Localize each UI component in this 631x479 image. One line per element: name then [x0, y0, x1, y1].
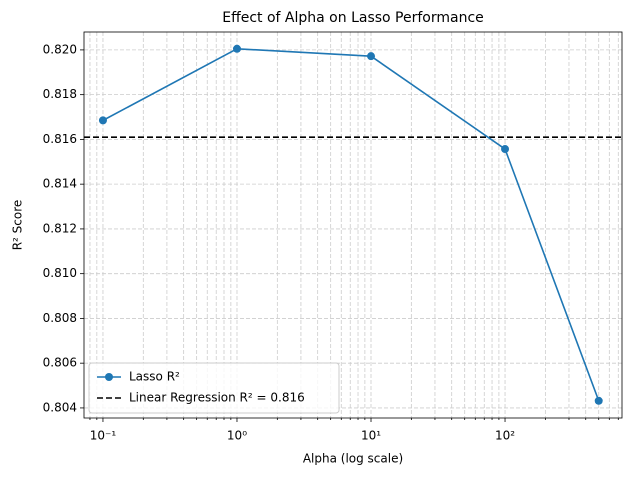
data-line — [102, 47, 600, 402]
x-tick-label: 10¹ — [361, 429, 381, 443]
data-point — [594, 396, 603, 405]
x-axis-label: Alpha (log scale) — [303, 452, 403, 466]
legend-swatch-marker — [105, 373, 113, 381]
x-tick-label: 10⁰ — [227, 429, 247, 443]
plot-frame — [83, 31, 623, 419]
x-tick-label: 10⁻¹ — [90, 429, 117, 443]
data-point — [367, 52, 376, 61]
y-tick-label: 0.810 — [43, 266, 77, 280]
legend-label: Linear Regression R² = 0.816 — [129, 391, 305, 405]
legend-box — [88, 362, 340, 414]
data-point — [501, 145, 510, 154]
x-tick-label: 10² — [495, 429, 515, 443]
y-tick-label: 0.814 — [43, 177, 77, 191]
y-tick-label: 0.808 — [43, 311, 77, 325]
data-point — [98, 116, 107, 125]
y-axis-label: R² Score — [11, 200, 25, 251]
y-tick-label: 0.818 — [43, 87, 77, 101]
y-tick-label: 0.816 — [43, 132, 77, 146]
y-tick-label: 0.812 — [43, 221, 77, 235]
y-tick-label: 0.804 — [43, 400, 77, 414]
y-tick-label: 0.806 — [43, 356, 77, 370]
data-point — [232, 44, 241, 53]
chart-title: Effect of Alpha on Lasso Performance — [222, 10, 484, 26]
y-tick-label: 0.820 — [43, 42, 77, 56]
legend-label: Lasso R² — [129, 370, 180, 384]
